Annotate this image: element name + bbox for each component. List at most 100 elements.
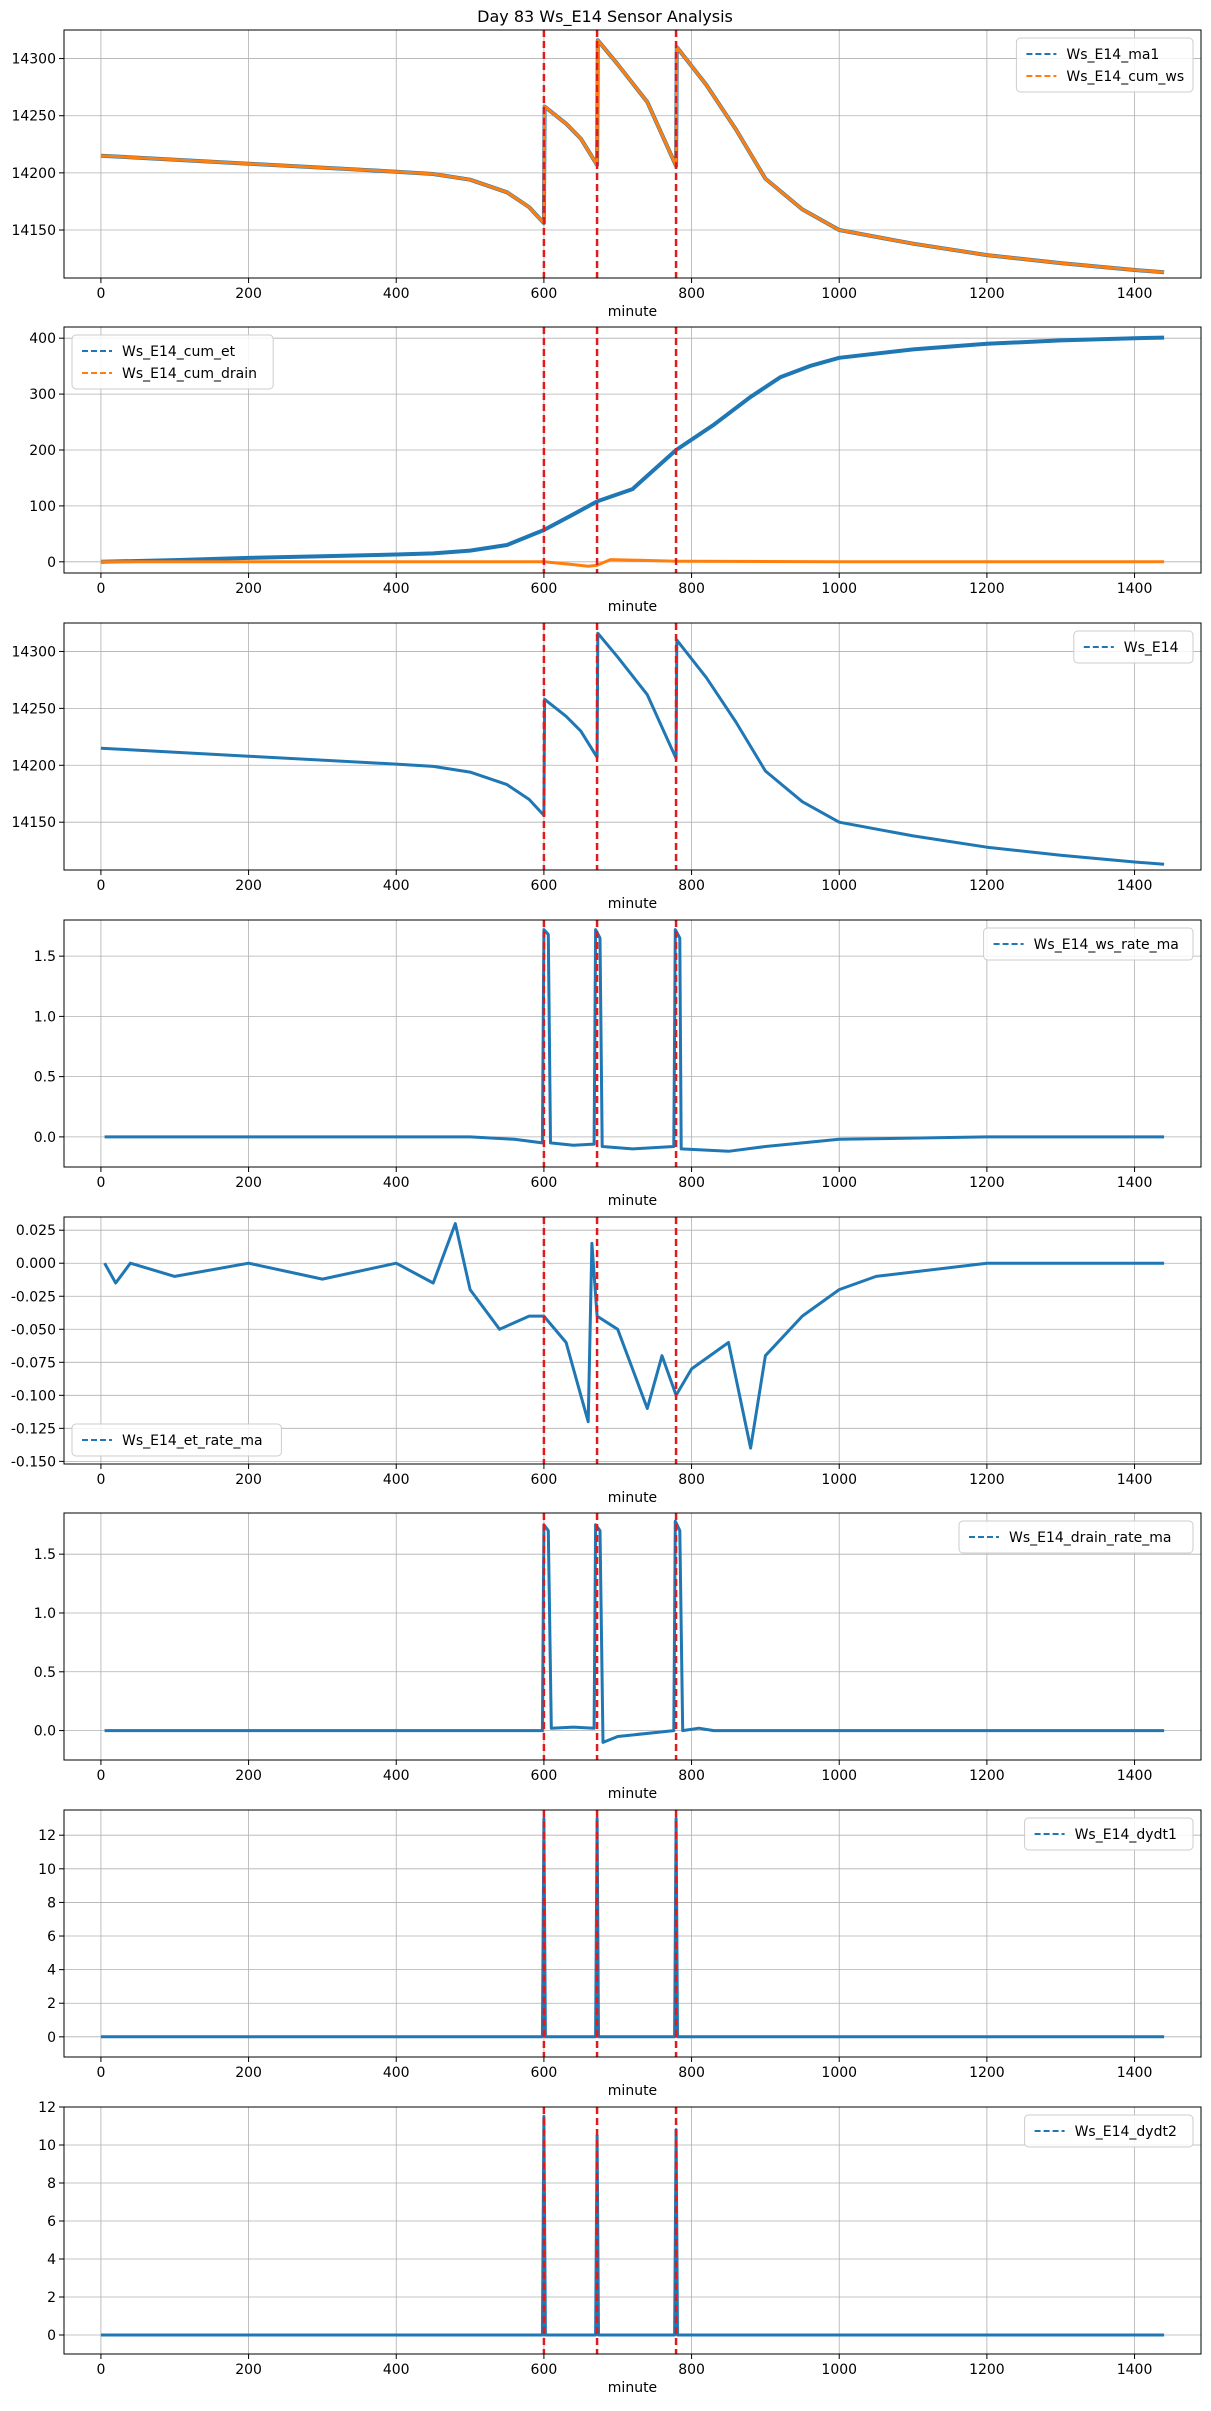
legend-box — [1015, 37, 1194, 93]
x-tick-label: 1000 — [821, 1768, 857, 1784]
x-tick-label: 600 — [531, 1175, 558, 1191]
figure-title: Day 83 Ws_E14 Sensor Analysis — [477, 7, 733, 27]
y-tick-label: 400 — [29, 331, 56, 347]
x-axis-label: minute — [608, 1193, 657, 1209]
y-tick-label: 1.0 — [34, 1606, 56, 1622]
x-tick-label: 600 — [531, 2362, 558, 2378]
x-tick-label: 800 — [678, 1768, 705, 1784]
x-tick-label: 800 — [678, 878, 705, 894]
x-tick-label: 0 — [96, 1472, 105, 1488]
y-tick-label: 1.5 — [34, 1547, 56, 1563]
legend-label: Ws_E14_cum_drain — [122, 366, 257, 382]
axes-frame — [63, 1512, 1202, 1761]
x-tick-label: 400 — [383, 1768, 410, 1784]
x-tick-label: 400 — [383, 2065, 410, 2081]
legend-label: Ws_E14_drain_rate_ma — [1009, 1530, 1171, 1546]
y-tick-label: 14300 — [11, 644, 56, 660]
y-tick-label: 14300 — [11, 52, 56, 68]
x-tick-label: 0 — [96, 2065, 105, 2081]
x-tick-label: 1200 — [969, 1768, 1005, 1784]
x-tick-label: 1000 — [821, 286, 857, 302]
y-tick-label: 0 — [47, 2328, 56, 2344]
x-tick-label: 1200 — [969, 1175, 1005, 1191]
x-tick-label: 600 — [531, 878, 558, 894]
subplot-1: 0 200 400 600 800 1000 1200 1400 14150 14200 14250… — [11, 29, 1202, 320]
x-tick-label: 600 — [531, 2065, 558, 2081]
legend-label: Ws_E14_cum_et — [122, 344, 236, 360]
legend: Ws_E14 — [1073, 630, 1194, 664]
y-tick-label: 4 — [47, 2252, 56, 2268]
x-tick-label: 600 — [531, 286, 558, 302]
legend: Ws_E14_ma1 Ws_E14_cum_ws — [1015, 37, 1194, 93]
x-tick-label: 1000 — [821, 2362, 857, 2378]
axes-frame — [63, 622, 1202, 871]
y-tick-label: 100 — [29, 499, 56, 515]
legend-box — [1024, 1817, 1194, 1851]
legend-label: Ws_E14_ws_rate_ma — [1034, 937, 1179, 953]
x-tick-label: 400 — [383, 286, 410, 302]
y-tick-label: 300 — [29, 387, 56, 403]
legend-box — [1024, 2114, 1194, 2148]
y-tick-label: 12 — [38, 1828, 56, 1844]
y-tick-label: 200 — [29, 443, 56, 459]
x-tick-label: 1200 — [969, 286, 1005, 302]
x-tick-label: 0 — [96, 1175, 105, 1191]
axes-frame — [63, 1809, 1202, 2058]
subplot-8: 0 200 400 600 800 1000 1200 1400 0 2 4 6 8 10 12 minute… — [38, 2100, 1202, 2396]
x-tick-label: 800 — [678, 2362, 705, 2378]
x-tick-label: 1400 — [1117, 1472, 1153, 1488]
x-tick-label: 200 — [235, 1175, 262, 1191]
series-line-ws-e14-cum-drain — [100, 558, 1165, 568]
subplot-5: 0 200 400 600 800 1000 1200 1400 -0.150 -0.125 -0.… — [11, 1216, 1202, 1506]
y-tick-label: 0.0 — [34, 1130, 56, 1146]
y-tick-label: 14250 — [11, 701, 56, 717]
x-axis-label: minute — [608, 599, 657, 615]
y-tick-label: 2 — [47, 2290, 56, 2306]
y-tick-label: 0.000 — [16, 1256, 56, 1272]
x-tick-label: 400 — [383, 581, 410, 597]
x-tick-label: 800 — [678, 1175, 705, 1191]
axes-frame — [63, 326, 1202, 574]
x-tick-label: 800 — [678, 581, 705, 597]
legend-label: Ws_E14_dydt1 — [1075, 1827, 1177, 1843]
x-tick-label: 1400 — [1117, 286, 1153, 302]
x-tick-label: 1400 — [1117, 2362, 1153, 2378]
axes-frame — [63, 29, 1202, 279]
y-tick-label: 8 — [47, 2176, 56, 2192]
y-tick-label: 6 — [47, 1929, 56, 1945]
y-tick-label: 10 — [38, 1862, 56, 1878]
x-tick-label: 1000 — [821, 878, 857, 894]
y-tick-label: 0 — [47, 2030, 56, 2046]
y-tick-label: 1.0 — [34, 1009, 56, 1025]
legend: Ws_E14_et_rate_ma — [71, 1423, 282, 1457]
y-tick-label: 10 — [38, 2138, 56, 2154]
series-line-ws-e14 — [100, 631, 1165, 866]
x-axis-label: minute — [608, 1490, 657, 1506]
legend: Ws_E14_dydt1 — [1024, 1817, 1194, 1851]
x-tick-label: 0 — [96, 286, 105, 302]
legend-label: Ws_E14_et_rate_ma — [122, 1433, 263, 1449]
y-tick-label: 14250 — [11, 109, 56, 125]
y-tick-label: -0.100 — [11, 1388, 56, 1404]
series-line-ws-e14-cum-et — [100, 335, 1165, 564]
x-tick-label: 600 — [531, 1472, 558, 1488]
x-tick-label: 400 — [383, 1175, 410, 1191]
subplot-3: 0 200 400 600 800 1000 1200 1400 14150 14200 14250… — [11, 622, 1202, 912]
x-tick-label: 200 — [235, 2065, 262, 2081]
axes-frame — [63, 1216, 1202, 1465]
legend: Ws_E14_dydt2 — [1024, 2114, 1194, 2148]
x-tick-label: 1000 — [821, 1175, 857, 1191]
x-tick-label: 1200 — [969, 2065, 1005, 2081]
y-tick-label: 0 — [47, 555, 56, 571]
legend-label: Ws_E14_dydt2 — [1075, 2124, 1177, 2140]
legend-box — [71, 1423, 282, 1457]
legend: Ws_E14_drain_rate_ma — [958, 1520, 1194, 1554]
x-tick-label: 1400 — [1117, 1175, 1153, 1191]
y-tick-label: 2 — [47, 1996, 56, 2012]
subplot-4: 0 200 400 600 800 1000 1200 1400 0.0 0.5 1.0 1.5 min… — [34, 919, 1202, 1209]
x-tick-label: 1200 — [969, 1472, 1005, 1488]
y-tick-label: 0.025 — [16, 1223, 56, 1239]
y-tick-label: 14200 — [11, 166, 56, 182]
x-tick-label: 0 — [96, 1768, 105, 1784]
